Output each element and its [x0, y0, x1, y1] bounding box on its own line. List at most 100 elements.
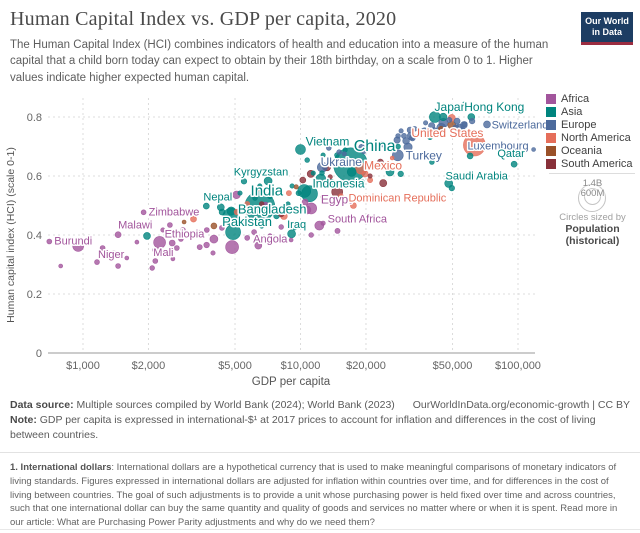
data-point[interactable]	[466, 152, 474, 160]
data-point-angola[interactable]	[254, 241, 263, 250]
data-point[interactable]	[504, 121, 511, 127]
data-point[interactable]	[321, 180, 329, 188]
data-point[interactable]	[319, 170, 325, 176]
data-point[interactable]	[278, 224, 284, 230]
data-point[interactable]	[453, 117, 461, 125]
data-point[interactable]	[170, 256, 176, 262]
data-point[interactable]	[363, 162, 369, 168]
data-point[interactable]	[417, 131, 423, 137]
data-point[interactable]	[461, 121, 468, 127]
data-point[interactable]	[167, 222, 173, 228]
data-point[interactable]	[379, 179, 388, 187]
data-point[interactable]	[58, 263, 64, 269]
data-point[interactable]	[295, 190, 302, 196]
data-point[interactable]	[196, 244, 203, 250]
legend-item-south-america[interactable]: South America	[546, 157, 640, 170]
data-point[interactable]	[124, 255, 130, 261]
data-point[interactable]	[225, 240, 239, 254]
data-point[interactable]	[237, 190, 243, 196]
data-point[interactable]	[149, 265, 155, 271]
data-point-turkey[interactable]	[391, 149, 404, 162]
data-point[interactable]	[320, 152, 326, 158]
data-point[interactable]	[263, 176, 273, 186]
data-point[interactable]	[209, 234, 219, 244]
data-point[interactable]	[134, 239, 140, 245]
data-point[interactable]	[341, 151, 347, 157]
data-point[interactable]	[210, 222, 218, 230]
data-point-iraq[interactable]	[287, 229, 296, 239]
data-point[interactable]	[203, 241, 210, 249]
data-point[interactable]	[346, 167, 357, 177]
data-point[interactable]	[448, 184, 455, 192]
data-point[interactable]	[174, 245, 180, 251]
data-point[interactable]	[469, 117, 476, 125]
data-point[interactable]	[244, 235, 250, 241]
data-point[interactable]	[218, 208, 226, 216]
data-point[interactable]	[152, 247, 158, 253]
data-point-vietnam[interactable]	[295, 144, 306, 155]
cc-license-link[interactable]: OurWorldInData.org/economic-growth | CC …	[412, 399, 630, 411]
data-point[interactable]	[250, 191, 256, 197]
data-point[interactable]	[446, 116, 453, 123]
data-point[interactable]	[389, 155, 395, 161]
data-point-kyrgyzstan[interactable]	[240, 178, 248, 185]
data-point[interactable]	[233, 208, 240, 216]
data-point[interactable]	[143, 232, 151, 240]
data-point[interactable]	[277, 186, 283, 192]
legend-item-asia[interactable]: Asia	[546, 105, 640, 118]
data-point-india[interactable]	[244, 191, 276, 222]
data-point[interactable]	[427, 134, 433, 140]
data-point[interactable]	[438, 125, 445, 133]
data-point[interactable]	[462, 101, 468, 107]
data-point[interactable]	[210, 250, 216, 256]
data-point[interactable]	[278, 210, 285, 218]
data-point[interactable]	[251, 229, 257, 235]
data-point[interactable]	[243, 209, 249, 215]
data-point[interactable]	[310, 170, 316, 176]
data-point[interactable]	[289, 183, 295, 189]
data-point[interactable]	[381, 161, 391, 171]
data-point[interactable]	[301, 198, 309, 206]
data-point[interactable]	[181, 219, 187, 225]
data-point[interactable]	[322, 165, 328, 171]
data-point[interactable]	[360, 147, 367, 155]
data-point[interactable]	[327, 174, 333, 180]
data-point-mali[interactable]	[152, 258, 159, 264]
data-point[interactable]	[359, 179, 365, 185]
data-point[interactable]	[428, 122, 436, 130]
data-point[interactable]	[395, 133, 401, 139]
data-point[interactable]	[267, 193, 273, 199]
data-point[interactable]	[259, 223, 265, 229]
data-point[interactable]	[219, 225, 225, 231]
data-point[interactable]	[304, 157, 310, 163]
data-point[interactable]	[457, 126, 464, 134]
legend-item-europe[interactable]: Europe	[546, 118, 640, 131]
data-point[interactable]	[338, 193, 344, 199]
data-point[interactable]	[178, 236, 184, 242]
data-point[interactable]	[398, 128, 404, 134]
data-point[interactable]	[385, 167, 395, 177]
data-point[interactable]	[227, 218, 233, 224]
data-point[interactable]	[252, 195, 258, 201]
data-point[interactable]	[267, 233, 273, 239]
owid-logo[interactable]: Our World in Data	[581, 12, 633, 45]
data-point[interactable]	[328, 179, 335, 185]
data-point[interactable]	[259, 201, 265, 207]
data-point-burundi[interactable]	[46, 238, 53, 245]
data-point-niger[interactable]	[94, 259, 100, 265]
data-point[interactable]	[285, 201, 291, 207]
data-point[interactable]	[361, 170, 369, 178]
data-point[interactable]	[320, 194, 326, 200]
data-point[interactable]	[237, 218, 245, 226]
data-point[interactable]	[249, 218, 255, 224]
data-point[interactable]	[429, 159, 435, 165]
data-point-ethiopia[interactable]	[153, 236, 166, 249]
legend-item-africa[interactable]: Africa	[546, 92, 640, 105]
data-point[interactable]	[160, 227, 166, 233]
data-point[interactable]	[336, 149, 342, 155]
data-point[interactable]	[320, 220, 326, 226]
data-point[interactable]	[255, 186, 261, 192]
data-point-united-states[interactable]	[463, 133, 486, 157]
data-point[interactable]	[244, 201, 251, 207]
data-point[interactable]	[377, 158, 384, 166]
